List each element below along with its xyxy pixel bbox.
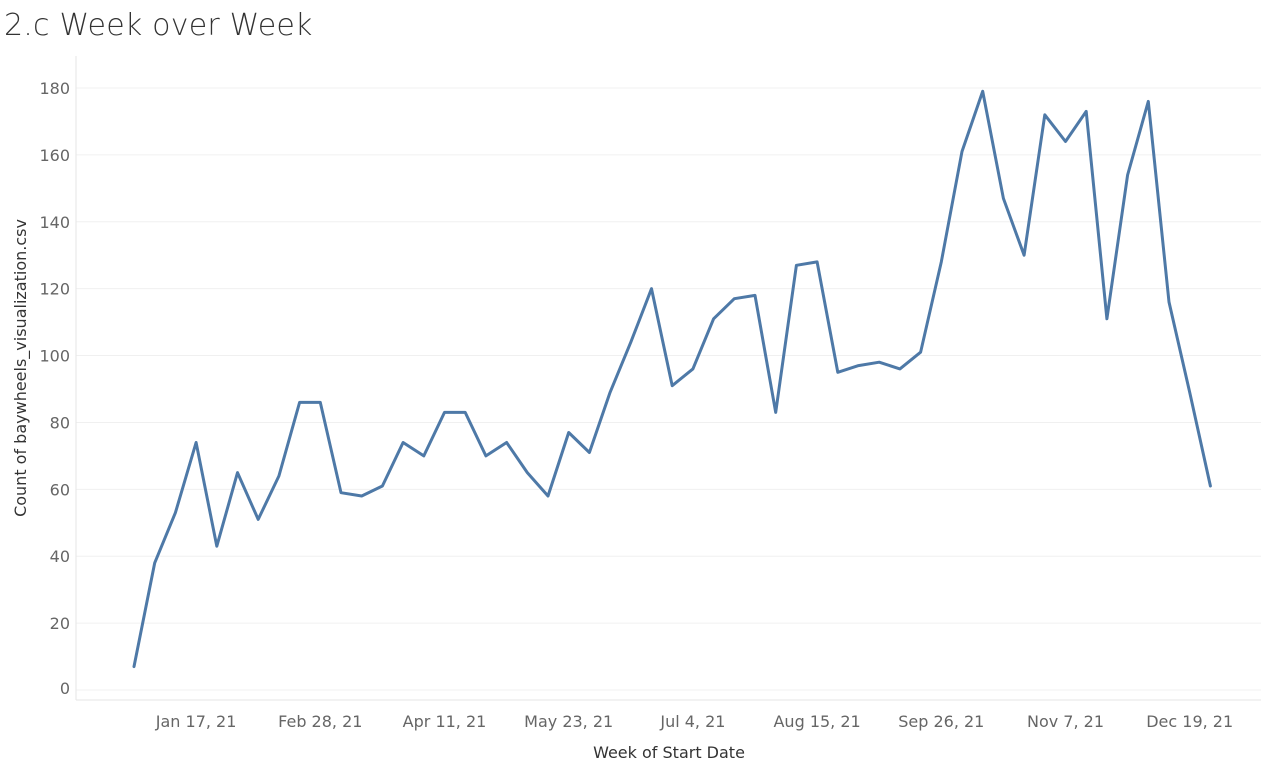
- y-tick-label: 40: [50, 547, 70, 566]
- chart-title: 2.c Week over Week: [4, 8, 313, 43]
- x-tick-label: Jan 17, 21: [155, 712, 237, 731]
- y-tick-label: 140: [39, 213, 70, 232]
- y-tick-label: 100: [39, 347, 70, 366]
- x-tick-label: Feb 28, 21: [278, 712, 362, 731]
- x-tick-label: Aug 15, 21: [773, 712, 860, 731]
- y-tick-label: 160: [39, 146, 70, 165]
- y-tick-label: 120: [39, 280, 70, 299]
- x-tick-label: Apr 11, 21: [403, 712, 487, 731]
- x-tick-label: Nov 7, 21: [1027, 712, 1104, 731]
- y-tick-label: 20: [50, 614, 70, 633]
- x-tick-label: May 23, 21: [524, 712, 613, 731]
- x-tick-labels: Jan 17, 21 Feb 28, 21 Apr 11, 21 May 23, 21…: [155, 712, 1233, 731]
- y-tick-label: 0: [60, 679, 70, 698]
- x-axis-title: Week of Start Date: [593, 743, 745, 762]
- x-tick-label: Jul 4, 21: [659, 712, 725, 731]
- y-tick-label: 60: [50, 480, 70, 499]
- x-tick-label: Dec 19, 21: [1146, 712, 1233, 731]
- y-tick-label: 80: [50, 413, 70, 432]
- y-axis-title: Count of baywheels_visualization.csv: [11, 219, 31, 517]
- x-tick-label: Sep 26, 21: [898, 712, 984, 731]
- series-line: [132, 89, 1212, 669]
- y-tick-label: 180: [39, 79, 70, 98]
- gridlines: [76, 87, 1261, 691]
- y-tick-labels: 0 20 40 60 80 100 120 140 160 180: [39, 79, 70, 698]
